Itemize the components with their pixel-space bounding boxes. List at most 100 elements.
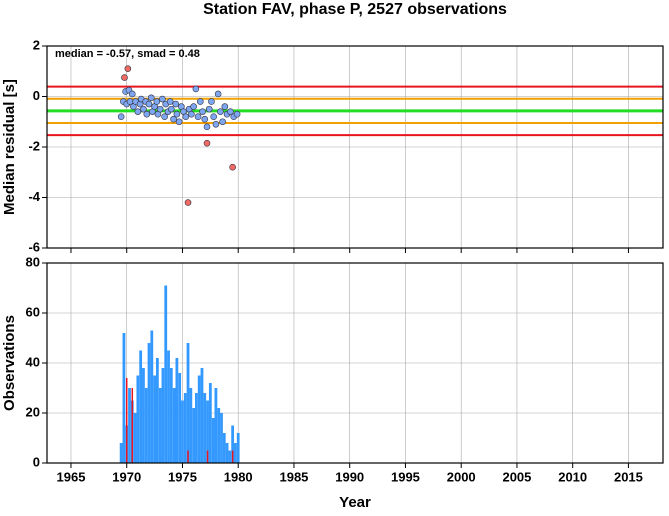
point: [147, 94, 155, 102]
y-tick-label: 60: [26, 304, 40, 319]
point: [145, 100, 153, 108]
y-tick-label: -4: [28, 189, 40, 204]
x-tick-label: 1985: [279, 469, 308, 484]
point: [205, 105, 213, 113]
bar: [208, 383, 212, 463]
point: [214, 90, 222, 98]
bar: [189, 388, 193, 463]
point: [134, 108, 142, 115]
point: [203, 139, 211, 147]
bar: [231, 450, 234, 463]
y-tick-label: 0: [33, 88, 40, 103]
bar: [225, 443, 229, 463]
bar: [153, 375, 156, 463]
point: [219, 118, 226, 126]
point: [192, 85, 200, 93]
point: [182, 113, 190, 120]
bar: [197, 375, 201, 463]
bar: [231, 425, 235, 463]
point: [161, 113, 168, 120]
y-axis-label: Median residual [s]: [1, 79, 18, 215]
x-tick-label: 1995: [391, 469, 420, 484]
bar: [136, 375, 140, 463]
bar: [167, 350, 170, 463]
point: [172, 100, 180, 108]
point: [140, 105, 147, 113]
bar: [200, 368, 204, 463]
point: [143, 110, 151, 118]
y-tick-label: 0: [33, 454, 40, 469]
bar: [119, 443, 123, 463]
bar: [187, 450, 189, 463]
point: [229, 163, 236, 171]
bar: [161, 368, 165, 463]
x-tick-label: 2015: [614, 469, 643, 484]
bar: [181, 400, 184, 463]
bar: [155, 358, 159, 463]
bar: [214, 388, 218, 463]
x-tick-label: 1990: [335, 469, 364, 484]
y-tick-label: 2: [33, 37, 40, 52]
bar: [234, 443, 237, 463]
point: [203, 123, 211, 131]
panel-frame: [46, 45, 664, 249]
bar: [195, 393, 198, 463]
bar: [131, 388, 134, 463]
bar: [147, 343, 151, 463]
bar: [211, 418, 215, 463]
point: [166, 98, 174, 105]
bar: [164, 285, 168, 463]
point: [188, 110, 195, 118]
y-tick-label: -6: [28, 239, 40, 254]
bar: [206, 450, 209, 463]
bar: [220, 413, 223, 463]
y-axis-label: Observations: [1, 315, 18, 411]
bar: [178, 373, 182, 463]
bar: [172, 388, 176, 463]
x-tick-label: 1975: [168, 469, 197, 484]
bar: [186, 343, 190, 463]
point: [221, 103, 229, 110]
point: [159, 95, 166, 103]
y-tick-label: -2: [28, 138, 40, 153]
x-tick-label: 1980: [224, 469, 253, 484]
bar: [222, 433, 226, 463]
point: [199, 108, 206, 115]
bar: [169, 368, 173, 463]
bar: [150, 330, 154, 463]
point: [121, 74, 128, 81]
bar: [142, 368, 145, 463]
bar: [192, 408, 196, 463]
bar: [217, 408, 221, 463]
bar: [144, 388, 148, 463]
point: [210, 113, 217, 120]
point: [128, 90, 136, 98]
bar: [122, 333, 126, 463]
point: [117, 113, 125, 120]
panel-frame: [46, 262, 664, 464]
x-tick-label: 2005: [502, 469, 531, 484]
point: [217, 108, 224, 115]
bar: [203, 393, 207, 463]
y-tick-label: 20: [26, 404, 40, 419]
bar: [183, 393, 187, 463]
bar: [236, 433, 240, 463]
x-axis-label: Year: [339, 494, 371, 511]
point: [227, 108, 234, 115]
point: [156, 105, 164, 113]
point: [194, 113, 202, 120]
point: [175, 118, 183, 126]
bar: [158, 388, 162, 463]
bar: [128, 388, 131, 463]
point: [201, 115, 209, 123]
bar: [133, 413, 137, 463]
point: [190, 103, 197, 110]
chart-title: Station FAV, phase P, 2527 observations: [203, 1, 507, 18]
bar: [206, 400, 209, 463]
y-tick-label: 80: [26, 254, 40, 269]
point: [184, 199, 192, 206]
point: [170, 115, 177, 123]
bar: [228, 450, 232, 463]
point: [173, 110, 181, 118]
